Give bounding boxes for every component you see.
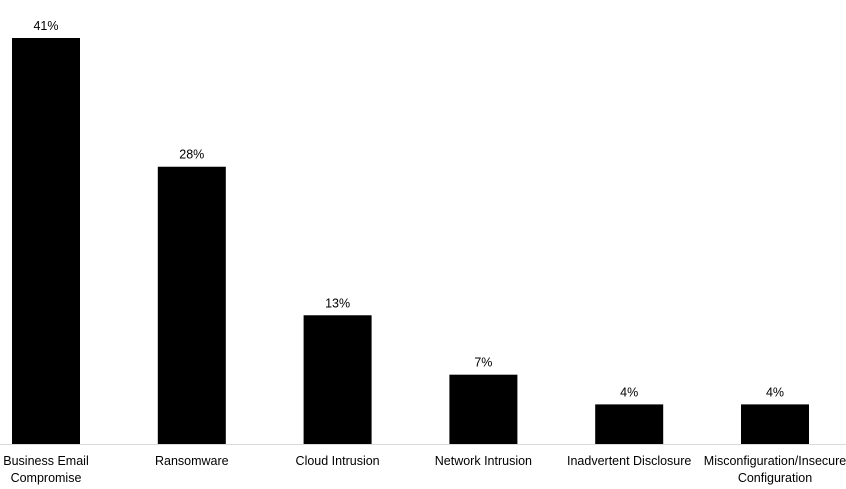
value-label: 7% bbox=[474, 356, 492, 370]
x-tick-label: Inadvertent Disclosure bbox=[567, 454, 692, 468]
bar bbox=[449, 374, 518, 444]
value-label: 13% bbox=[325, 296, 350, 310]
x-tick-label: Misconfiguration/Insecure Configuration bbox=[703, 454, 846, 485]
value-label: 4% bbox=[766, 385, 784, 399]
x-tick-label: Cloud Intrusion bbox=[295, 454, 380, 468]
bar bbox=[303, 315, 372, 444]
bar bbox=[741, 404, 809, 444]
bar bbox=[157, 166, 226, 445]
x-tick-label: Ransomware bbox=[154, 454, 229, 468]
bar bbox=[595, 404, 664, 444]
bar bbox=[12, 38, 80, 444]
x-tick-label: Business Email Compromise bbox=[3, 454, 89, 485]
x-tick-label: Network Intrusion bbox=[434, 454, 533, 468]
value-label: 28% bbox=[179, 148, 204, 162]
value-label: 4% bbox=[620, 385, 638, 399]
value-label: 41% bbox=[33, 19, 58, 33]
